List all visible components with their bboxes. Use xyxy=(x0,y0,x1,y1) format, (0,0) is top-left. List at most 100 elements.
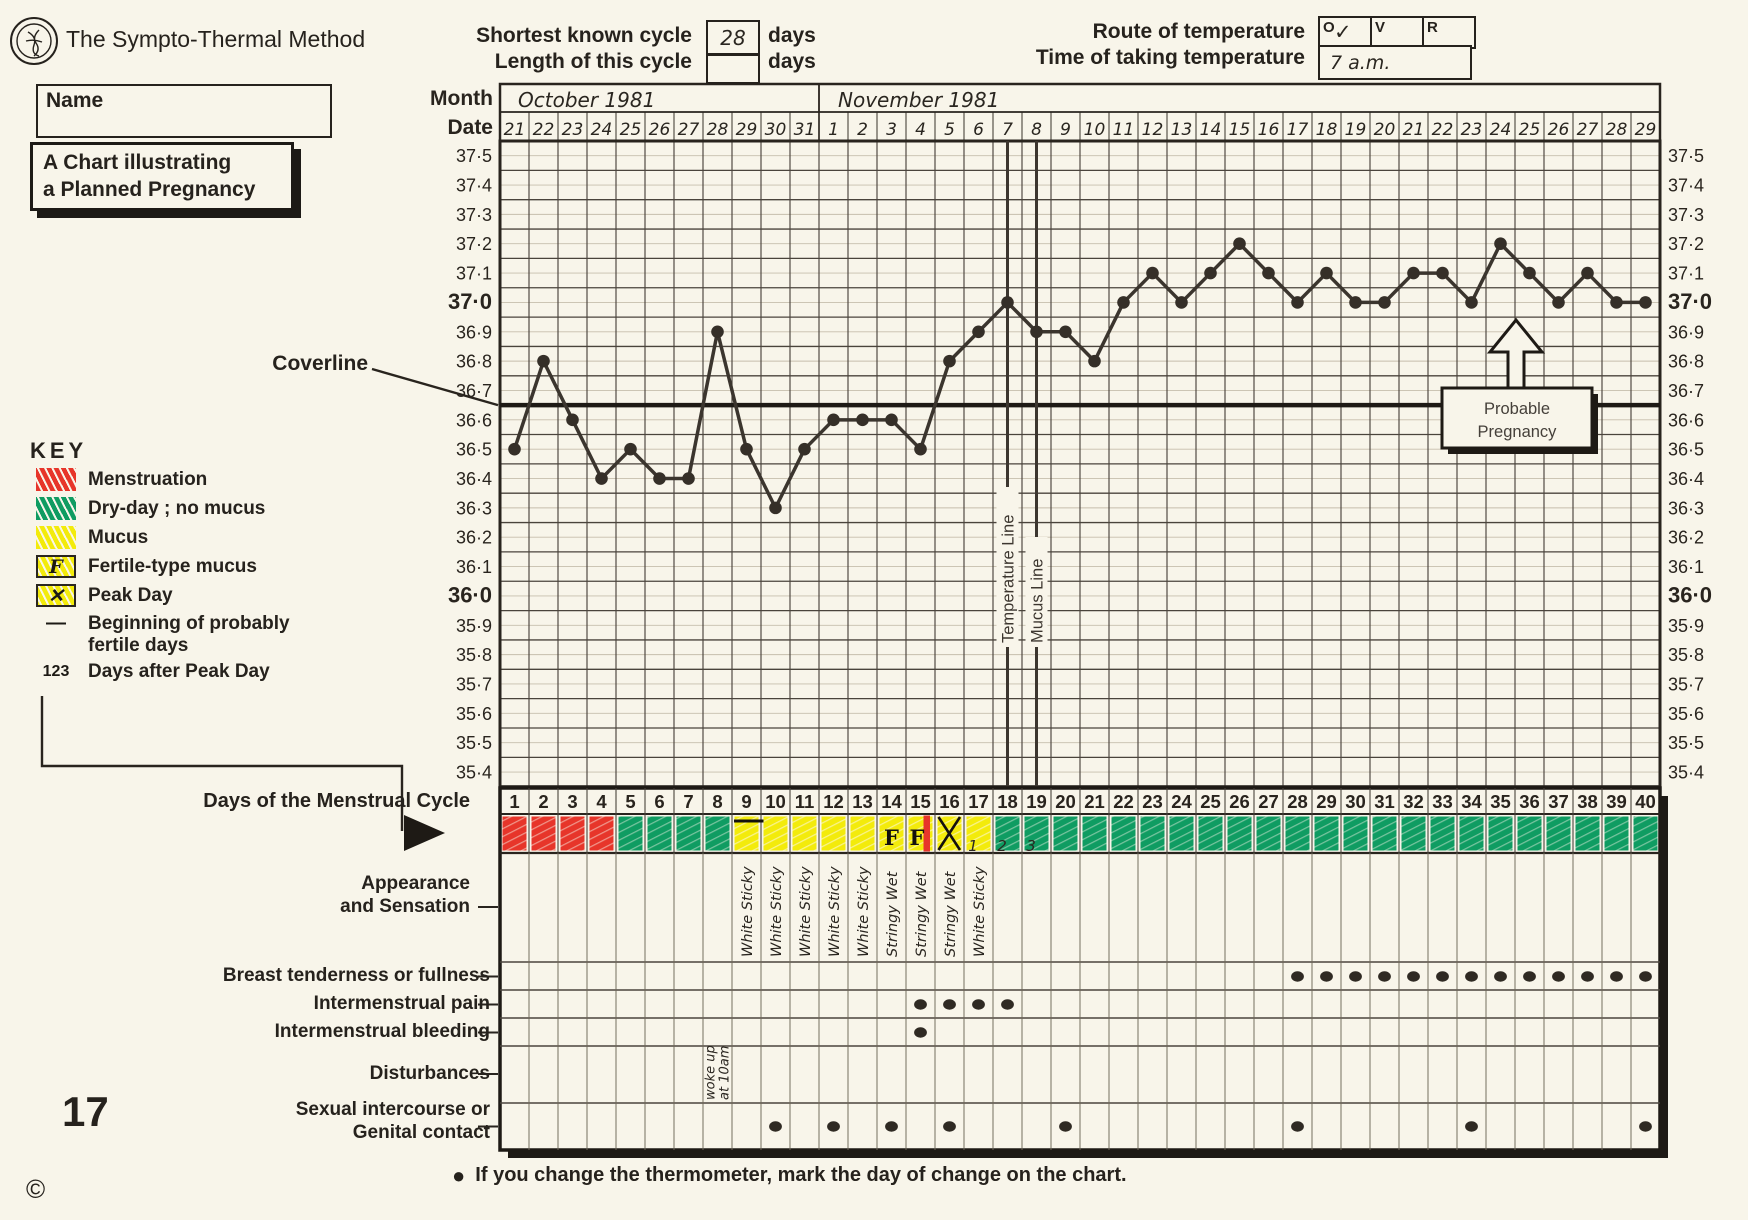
y-tick-left: 37·1 xyxy=(456,264,492,284)
symptom-dot xyxy=(1378,971,1391,982)
symptom-dot xyxy=(914,999,927,1010)
strip-cell-red xyxy=(502,816,527,851)
y-tick-left: 35·7 xyxy=(456,674,492,694)
temp-point xyxy=(508,442,521,456)
strip-cell-green xyxy=(1459,816,1484,851)
check-mark-icon: ✓ xyxy=(1334,20,1352,44)
chart-title-box: A Chart illustrating a Planned Pregnancy xyxy=(30,142,294,211)
y-tick-left: 36·0 xyxy=(448,582,492,607)
symptom-dot xyxy=(1349,971,1362,982)
date-cell: 26 xyxy=(1548,120,1570,140)
y-tick-right: 37·2 xyxy=(1668,234,1704,254)
y-tick-right: 35·7 xyxy=(1668,674,1704,694)
route-options-box: O ✓ V R xyxy=(1318,16,1476,49)
strip-cell-green xyxy=(1633,816,1658,851)
date-cell: 16 xyxy=(1258,120,1280,140)
key-item-dry-day: Dry-day ; no mucus xyxy=(36,497,265,520)
probable-pregnancy-arrow xyxy=(1486,317,1546,394)
symptom-dot xyxy=(1465,971,1478,982)
temp-point xyxy=(1465,296,1478,309)
cycle-day-number: 30 xyxy=(1345,791,1366,812)
date-cell: 21 xyxy=(504,120,526,140)
thermometer-note: ● If you change the thermometer, mark th… xyxy=(452,1164,1127,1187)
y-tick-left: 36·2 xyxy=(456,528,492,548)
y-tick-right: 36·1 xyxy=(1668,557,1704,577)
key-connector-line xyxy=(40,696,404,831)
temp-point xyxy=(1146,266,1159,280)
symptom-dot xyxy=(943,999,956,1010)
date-cell: 3 xyxy=(886,120,897,140)
date-cell: 21 xyxy=(1403,120,1425,140)
fertile-mucus-mark: F xyxy=(884,825,899,850)
strip-cell-green xyxy=(1546,816,1571,851)
cycle-day-number: 3 xyxy=(567,791,577,812)
temp-point xyxy=(972,325,985,339)
month-row-label: Month xyxy=(430,87,493,110)
strip-cell-green xyxy=(1430,816,1455,851)
y-tick-right: 35·8 xyxy=(1668,645,1704,665)
temp-point xyxy=(1001,296,1014,309)
cycle-day-number: 15 xyxy=(910,791,931,812)
days-after-peak-digits: 123 xyxy=(42,662,70,680)
strip-cell-green xyxy=(1401,816,1426,851)
y-tick-left: 35·9 xyxy=(456,616,492,636)
coverline-label: Coverline xyxy=(272,352,368,375)
menstruation-swatch xyxy=(36,468,76,491)
disturbance-note: woke up xyxy=(704,1045,719,1100)
days-of-cycle-label: Days of the Menstrual Cycle xyxy=(203,790,470,812)
y-tick-left: 37·0 xyxy=(448,289,492,314)
temp-point xyxy=(914,442,927,456)
date-cell: 24 xyxy=(1490,120,1512,140)
key-item-fertile-mucus: F Fertile-type mucus xyxy=(36,555,257,578)
month-november: November 1981 xyxy=(838,88,999,112)
y-tick-left: 36·8 xyxy=(456,352,492,372)
thermometer-note-text: If you change the thermometer, mark the … xyxy=(475,1164,1127,1186)
appearance-note: White Sticky xyxy=(740,866,756,957)
temp-point xyxy=(1436,266,1449,280)
cycle-day-number: 34 xyxy=(1461,791,1482,812)
date-cell: 24 xyxy=(591,120,613,140)
appearance-note: White Sticky xyxy=(972,866,988,957)
cycle-day-number: 7 xyxy=(683,791,693,812)
y-tick-right: 36·4 xyxy=(1668,469,1704,489)
temp-point xyxy=(1523,266,1536,280)
appearance-note: White Sticky xyxy=(769,866,785,957)
strip-cell-green xyxy=(1314,816,1339,851)
cycle-day-number: 24 xyxy=(1171,791,1192,812)
symptom-dot xyxy=(769,1121,782,1132)
disturbances-label: Disturbances xyxy=(369,1063,490,1084)
key-heading: KEY xyxy=(30,438,88,463)
intermenstrual-bleeding-label: Intermenstrual bleeding xyxy=(274,1021,490,1042)
strip-cell-green xyxy=(1140,816,1165,851)
probable-pregnancy-text: Probable xyxy=(1484,400,1550,418)
y-tick-left: 36·3 xyxy=(456,498,492,518)
y-tick-left: 35·6 xyxy=(456,704,492,724)
y-tick-left: 36·9 xyxy=(456,322,492,342)
symptom-dot xyxy=(943,1121,956,1132)
y-tick-right: 36·7 xyxy=(1668,381,1704,401)
key-item-menstruation: Menstruation xyxy=(36,468,207,491)
symptom-dot xyxy=(1291,971,1304,982)
date-cell: 4 xyxy=(915,120,926,140)
cycle-day-number: 10 xyxy=(765,791,786,812)
temp-point xyxy=(740,442,753,456)
strip-cell-red xyxy=(589,816,614,851)
y-tick-left: 36·4 xyxy=(456,469,492,489)
date-cell: 25 xyxy=(620,120,642,140)
disturbance-note: at 10am xyxy=(718,1046,733,1100)
method-title: The Sympto-Thermal Method xyxy=(66,26,366,52)
probable-pregnancy-text: Pregnancy xyxy=(1478,423,1558,441)
strip-cell-green xyxy=(1372,816,1397,851)
y-tick-left: 35·5 xyxy=(456,733,492,753)
date-cell: 31 xyxy=(794,120,816,140)
date-cell: 7 xyxy=(1002,120,1013,140)
strip-cell-green xyxy=(705,816,730,851)
key-item-days-after-peak: 123 Days after Peak Day xyxy=(36,660,270,683)
y-tick-right: 37·4 xyxy=(1668,176,1704,196)
cycle-day-number: 17 xyxy=(968,791,989,812)
strip-cell-green xyxy=(1604,816,1629,851)
cycle-day-number: 11 xyxy=(795,791,815,812)
month-october: October 1981 xyxy=(518,88,655,112)
